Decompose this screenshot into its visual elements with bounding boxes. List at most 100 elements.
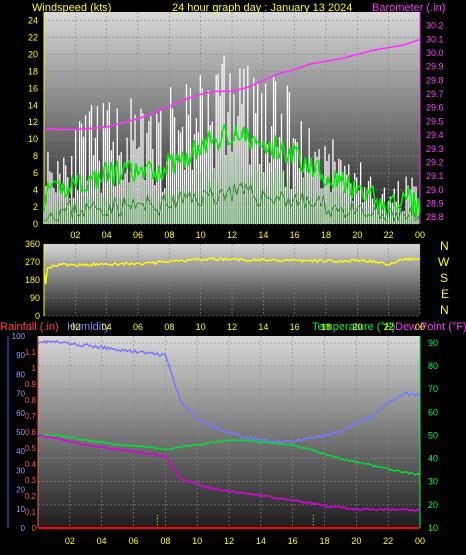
wind-y-tick-label: 8	[33, 151, 38, 161]
wind-y-tick-label: 16	[28, 83, 38, 93]
temperature-y-tick-label: 20	[428, 500, 438, 510]
temperature-y-tick-label: 10	[428, 523, 438, 533]
climate-x-tick-label: 06	[128, 536, 138, 546]
wind-x-tick-label: 06	[133, 230, 143, 240]
barometer-y-tick-label: 29.5	[426, 116, 444, 126]
wind-direction-line	[43, 256, 421, 285]
wind-y-tick-label: 20	[28, 49, 38, 59]
rainfall-y-tick-label: 0.4	[25, 460, 37, 469]
temperature-y-tick-label: 30	[428, 477, 438, 487]
rainfall-y-tick-label: 0	[32, 524, 37, 533]
barometer-axis-title: Barometer (.in)	[372, 2, 445, 14]
barometer-y-tick-label: 30.2	[426, 21, 444, 31]
compass-letter-w: W	[438, 255, 450, 269]
rainfall-y-tick-label: 0.5	[25, 444, 37, 453]
direction-x-tick-label: 04	[102, 322, 112, 332]
humidity-legend: Humidity	[67, 321, 110, 333]
direction-x-tick-label: 22	[384, 322, 394, 332]
rainfall-y-tick-label: 0.7	[25, 412, 37, 421]
compass-letter-e: E	[441, 287, 449, 301]
wind-y-tick-label: 0	[33, 219, 38, 229]
wind-x-tick-label: 12	[227, 230, 237, 240]
wind-x-tick-label: 10	[196, 230, 206, 240]
wind-x-tick-label: 00	[415, 230, 425, 240]
barometer-y-tick-label: 30.0	[426, 48, 444, 58]
wind-x-tick-label: 20	[352, 230, 362, 240]
climate-x-tick-label: 12	[224, 536, 234, 546]
barometer-line	[43, 38, 421, 131]
rainfall-y-tick-label: 0.8	[25, 396, 37, 405]
compass-letter-n-bottom: N	[440, 303, 449, 317]
climate-x-tick-label: 22	[383, 536, 393, 546]
climate-x-tick-label: 18	[319, 536, 329, 546]
climate-x-tick-label: 10	[192, 536, 202, 546]
rainfall-y-tick-label: 1	[32, 364, 37, 373]
climate-x-tick-label: 20	[351, 536, 361, 546]
barometer-y-tick-label: 30.1	[426, 34, 444, 44]
direction-x-tick-label: 08	[164, 322, 174, 332]
humidity-y-tick-label: 50	[16, 428, 25, 437]
temperature-y-tick-label: 50	[428, 430, 438, 440]
wind-x-tick-label: 14	[258, 230, 268, 240]
direction-x-tick-label: 14	[258, 322, 268, 332]
wind-average-line	[43, 124, 421, 218]
temperature-y-tick-label: 40	[428, 454, 438, 464]
wind-y-tick-label: 12	[28, 117, 38, 127]
temperature-y-tick-label: 80	[428, 361, 438, 371]
humidity-y-tick-label: 30	[16, 466, 25, 475]
temperature-y-tick-label: 70	[428, 384, 438, 394]
rainfall-y-tick-label: 0.1	[25, 508, 37, 517]
direction-y-tick-label: 180	[25, 275, 40, 285]
wind-y-tick-label: 10	[28, 134, 38, 144]
rainfall-y-tick-label: 0.6	[25, 428, 37, 437]
direction-x-tick-label: 10	[196, 322, 206, 332]
rainfall-y-tick-label: 1.1	[25, 348, 37, 357]
tick-labels: 02468101214161820222428.828.929.029.129.…	[12, 15, 444, 546]
direction-y-tick-label: 90	[30, 293, 40, 303]
barometer-y-tick-label: 29.8	[426, 75, 444, 85]
humidity-y-tick-label: 0	[21, 524, 26, 533]
wind-low-trace	[44, 182, 421, 223]
humidity-y-tick-label: 90	[16, 351, 25, 360]
dewpoint-legend: Dew Point (°F)	[395, 321, 466, 333]
barometer-y-tick-label: 29.0	[426, 185, 444, 195]
temperature-legend: Temperature (°F)	[312, 321, 395, 333]
temperature-y-tick-label: 60	[428, 407, 438, 417]
climate-x-tick-label: 16	[288, 536, 298, 546]
wind-y-tick-label: 14	[28, 100, 38, 110]
wind-x-tick-label: 16	[290, 230, 300, 240]
compass-letter-s: S	[440, 271, 448, 285]
wind-y-tick-label: 22	[28, 32, 38, 42]
wind-y-tick-label: 6	[33, 168, 38, 178]
dewpoint-line	[37, 434, 421, 512]
climate-x-tick-label: 02	[65, 536, 75, 546]
climate-x-tick-label: 08	[160, 536, 170, 546]
direction-x-tick-label: 00	[415, 322, 425, 332]
direction-y-tick-label: 360	[25, 239, 40, 249]
direction-x-tick-label: 20	[352, 322, 362, 332]
rainfall-y-tick-label: 0.9	[25, 380, 37, 389]
barometer-y-tick-label: 28.9	[426, 198, 444, 208]
wind-x-tick-label: 18	[321, 230, 331, 240]
climate-x-tick-label: 00	[415, 536, 425, 546]
barometer-y-tick-label: 29.7	[426, 89, 444, 99]
humidity-y-tick-label: 100	[12, 332, 26, 341]
wind-y-tick-label: 4	[33, 185, 38, 195]
humidity-y-tick-label: 80	[16, 370, 25, 379]
rainfall-y-tick-label: 0.3	[25, 476, 37, 485]
wind-x-tick-label: 08	[164, 230, 174, 240]
direction-x-tick-label: 02	[70, 322, 80, 332]
direction-x-tick-label: 12	[227, 322, 237, 332]
wind-y-tick-label: 2	[33, 202, 38, 212]
humidity-y-tick-label: 10	[16, 505, 25, 514]
series-marks	[37, 38, 421, 529]
direction-x-tick-label: 18	[321, 322, 331, 332]
wind-x-tick-label: 02	[70, 230, 80, 240]
barometer-y-tick-label: 29.6	[426, 103, 444, 113]
wind-y-tick-label: 24	[28, 15, 38, 25]
windspeed-axis-title: Windspeed (kts)	[32, 2, 111, 14]
climate-x-tick-label: 04	[97, 536, 107, 546]
wind-y-tick-label: 18	[28, 66, 38, 76]
